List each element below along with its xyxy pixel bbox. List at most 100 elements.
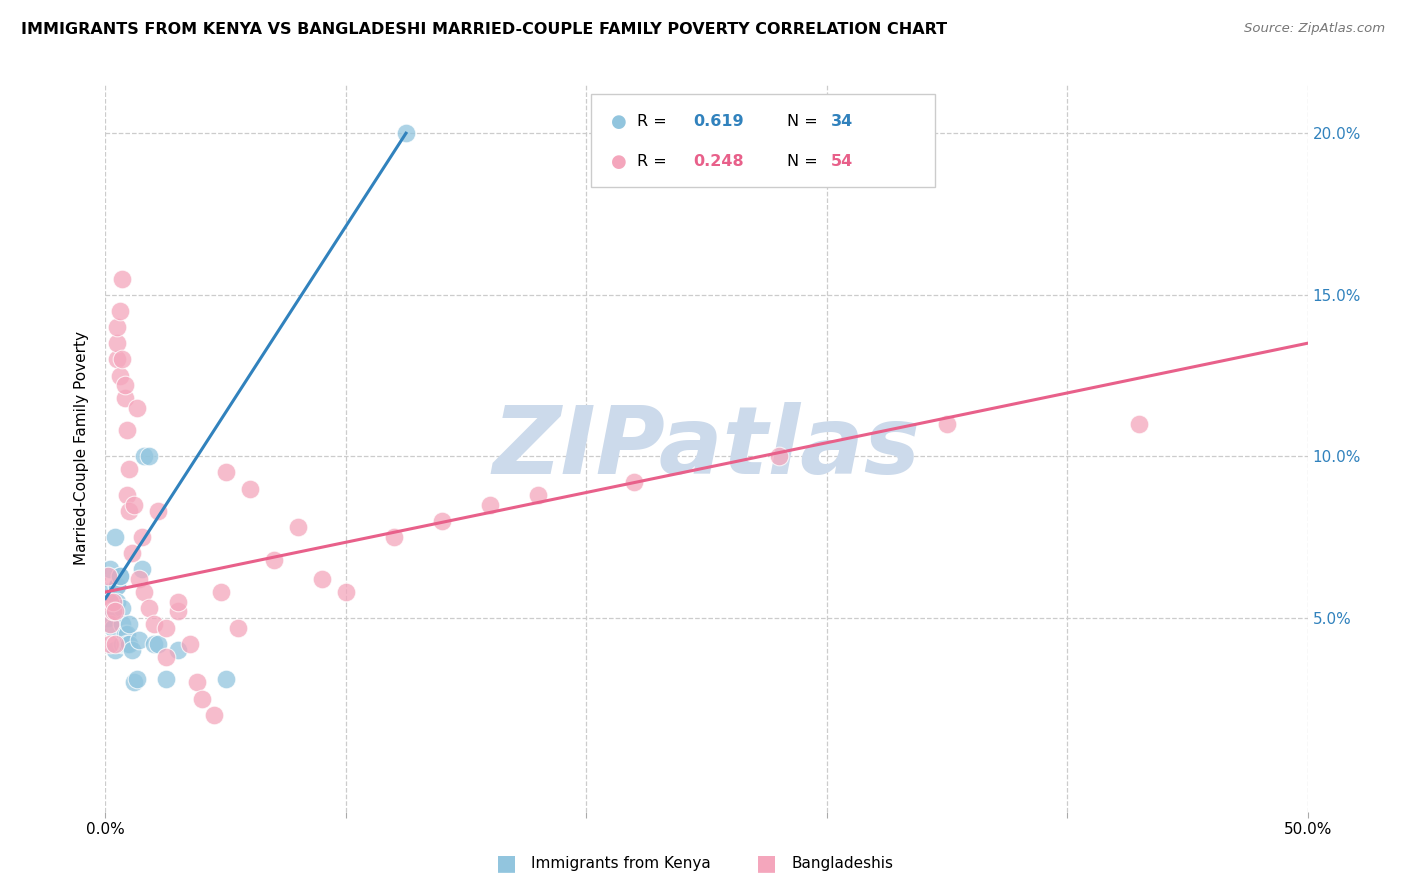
- Point: [108, 569, 131, 583]
- Point: [382, 530, 405, 544]
- Text: Source: ZipAtlas.com: Source: ZipAtlas.com: [1244, 22, 1385, 36]
- Point: [166, 643, 188, 657]
- Text: 0.248: 0.248: [693, 154, 744, 169]
- Point: [226, 621, 249, 635]
- Point: [335, 585, 357, 599]
- Point: [155, 672, 177, 686]
- Point: [111, 271, 134, 285]
- Point: [98, 562, 121, 576]
- Point: [138, 450, 160, 464]
- Y-axis label: Married-Couple Family Poverty: Married-Couple Family Poverty: [75, 331, 90, 566]
- Point: [131, 562, 153, 576]
- Point: [107, 578, 129, 592]
- Point: [107, 336, 129, 351]
- Point: [108, 304, 131, 318]
- Point: [98, 617, 121, 632]
- Point: [101, 595, 124, 609]
- Text: 0.619: 0.619: [693, 114, 744, 129]
- Point: [209, 585, 232, 599]
- Text: 34: 34: [831, 114, 853, 129]
- Point: [111, 601, 134, 615]
- Point: [148, 504, 170, 518]
- Point: [101, 604, 124, 618]
- Point: [118, 462, 141, 476]
- Point: [142, 637, 165, 651]
- Point: [190, 691, 212, 706]
- Text: 54: 54: [831, 154, 853, 169]
- Point: [132, 585, 155, 599]
- Point: [115, 637, 138, 651]
- Point: [214, 672, 236, 686]
- Point: [111, 352, 134, 367]
- Text: ■: ■: [756, 854, 776, 873]
- Point: [239, 482, 262, 496]
- Point: [114, 637, 136, 651]
- Point: [114, 378, 136, 392]
- Point: [311, 572, 333, 586]
- Text: ■: ■: [496, 854, 516, 873]
- Point: [166, 595, 188, 609]
- Point: [1128, 417, 1150, 431]
- Point: [107, 352, 129, 367]
- Text: ●: ●: [610, 153, 627, 170]
- Point: [101, 621, 124, 635]
- Point: [97, 569, 120, 583]
- Point: [124, 675, 146, 690]
- Point: [107, 320, 129, 334]
- Point: [121, 546, 143, 560]
- Point: [98, 595, 121, 609]
- Point: [155, 621, 177, 635]
- Point: [166, 604, 188, 618]
- Text: IMMIGRANTS FROM KENYA VS BANGLADESHI MARRIED-COUPLE FAMILY POVERTY CORRELATION C: IMMIGRANTS FROM KENYA VS BANGLADESHI MAR…: [21, 22, 948, 37]
- Point: [118, 504, 141, 518]
- Point: [121, 643, 143, 657]
- Point: [263, 552, 285, 566]
- Point: [107, 578, 129, 592]
- Point: [98, 637, 121, 651]
- Point: [104, 530, 127, 544]
- Point: [104, 604, 127, 618]
- Text: R =: R =: [637, 114, 672, 129]
- Point: [202, 707, 225, 722]
- Point: [115, 488, 138, 502]
- Text: ●: ●: [610, 113, 627, 131]
- Point: [108, 569, 131, 583]
- Point: [125, 401, 148, 415]
- Text: N =: N =: [787, 154, 824, 169]
- Point: [527, 488, 550, 502]
- Text: R =: R =: [637, 154, 672, 169]
- Text: Immigrants from Kenya: Immigrants from Kenya: [531, 856, 711, 871]
- Point: [97, 611, 120, 625]
- Point: [101, 604, 124, 618]
- Point: [138, 601, 160, 615]
- Point: [114, 391, 136, 405]
- Point: [115, 627, 138, 641]
- Point: [118, 637, 141, 651]
- Point: [148, 637, 170, 651]
- Point: [111, 617, 134, 632]
- Text: Bangladeshis: Bangladeshis: [792, 856, 894, 871]
- Text: N =: N =: [787, 114, 824, 129]
- Point: [287, 520, 309, 534]
- Point: [186, 675, 208, 690]
- Point: [132, 450, 155, 464]
- Point: [124, 498, 146, 512]
- Text: ZIPatlas: ZIPatlas: [492, 402, 921, 494]
- Point: [768, 450, 790, 464]
- Point: [395, 126, 418, 140]
- Point: [108, 368, 131, 383]
- Point: [128, 572, 150, 586]
- Point: [479, 498, 502, 512]
- Point: [107, 595, 129, 609]
- Point: [104, 637, 127, 651]
- Point: [142, 617, 165, 632]
- Point: [214, 466, 236, 480]
- Point: [155, 649, 177, 664]
- Point: [623, 475, 645, 490]
- Point: [179, 637, 201, 651]
- Point: [936, 417, 959, 431]
- Point: [131, 530, 153, 544]
- Point: [104, 643, 127, 657]
- Point: [114, 627, 136, 641]
- Point: [97, 585, 120, 599]
